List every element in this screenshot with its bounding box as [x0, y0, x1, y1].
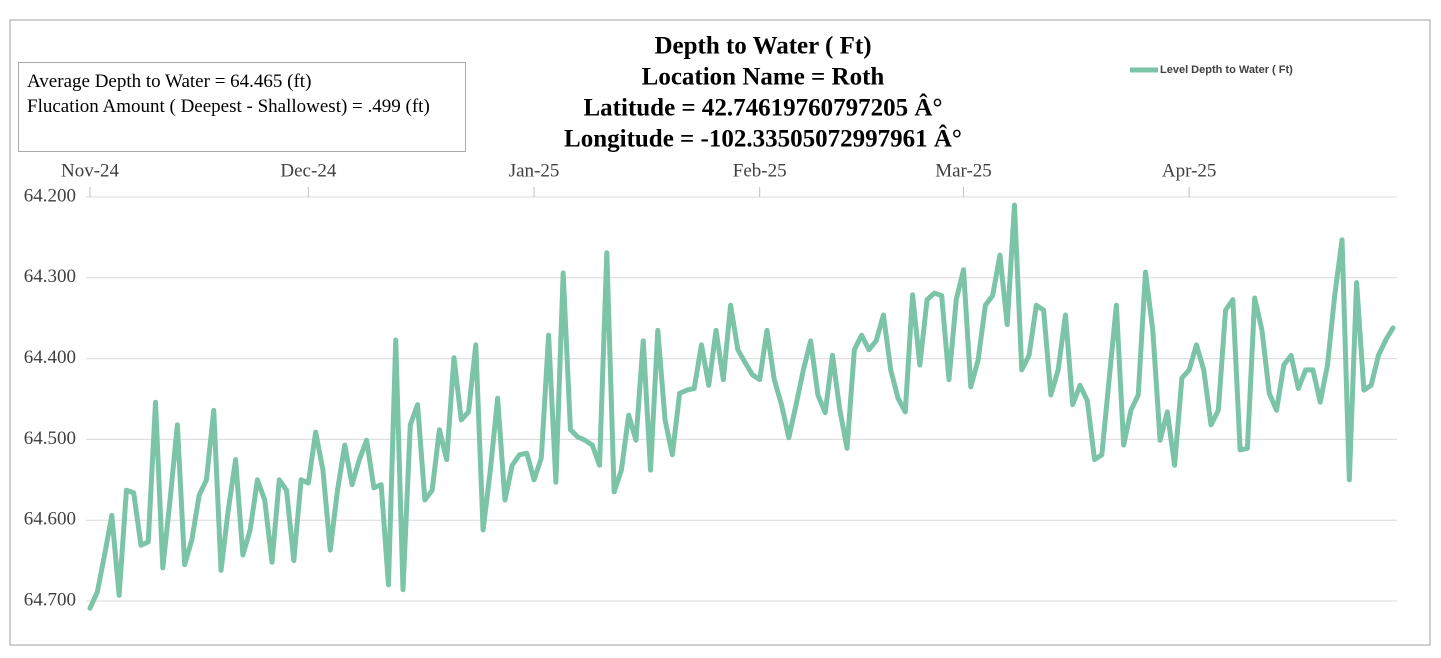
x-tick-label: Feb-25: [733, 160, 787, 181]
x-tick-label: Mar-25: [935, 160, 992, 181]
chart-title: Latitude = 42.74619760797205 Â°: [584, 94, 943, 122]
annotation: Average Depth to Water = 64.465 (ft): [27, 71, 312, 92]
y-tick-label: 64.400: [24, 347, 76, 368]
x-tick-label: Apr-25: [1162, 160, 1217, 181]
y-tick-label: 64.700: [24, 589, 76, 610]
chart-title: Location Name = Roth: [642, 64, 885, 91]
y-tick-label: 64.200: [24, 185, 76, 206]
legend-label: Level Depth to Water ( Ft): [1160, 64, 1293, 76]
chart-title: Longitude = -102.33505072997961 Â°: [564, 125, 962, 153]
chart-title: Depth to Water ( Ft): [654, 33, 871, 60]
x-tick-label: Nov-24: [61, 160, 120, 181]
y-tick-label: 64.500: [24, 428, 76, 449]
data-line: [87, 202, 1396, 611]
x-tick-label: Jan-25: [509, 160, 560, 181]
annotation: Flucation Amount ( Deepest - Shallowest)…: [27, 96, 430, 117]
y-tick-label: 64.600: [24, 509, 76, 530]
x-tick-label: Dec-24: [280, 160, 336, 181]
annotation-box: Average Depth to Water = 64.465 (ft) Flu…: [18, 62, 466, 152]
y-tick-label: 64.300: [24, 266, 76, 287]
